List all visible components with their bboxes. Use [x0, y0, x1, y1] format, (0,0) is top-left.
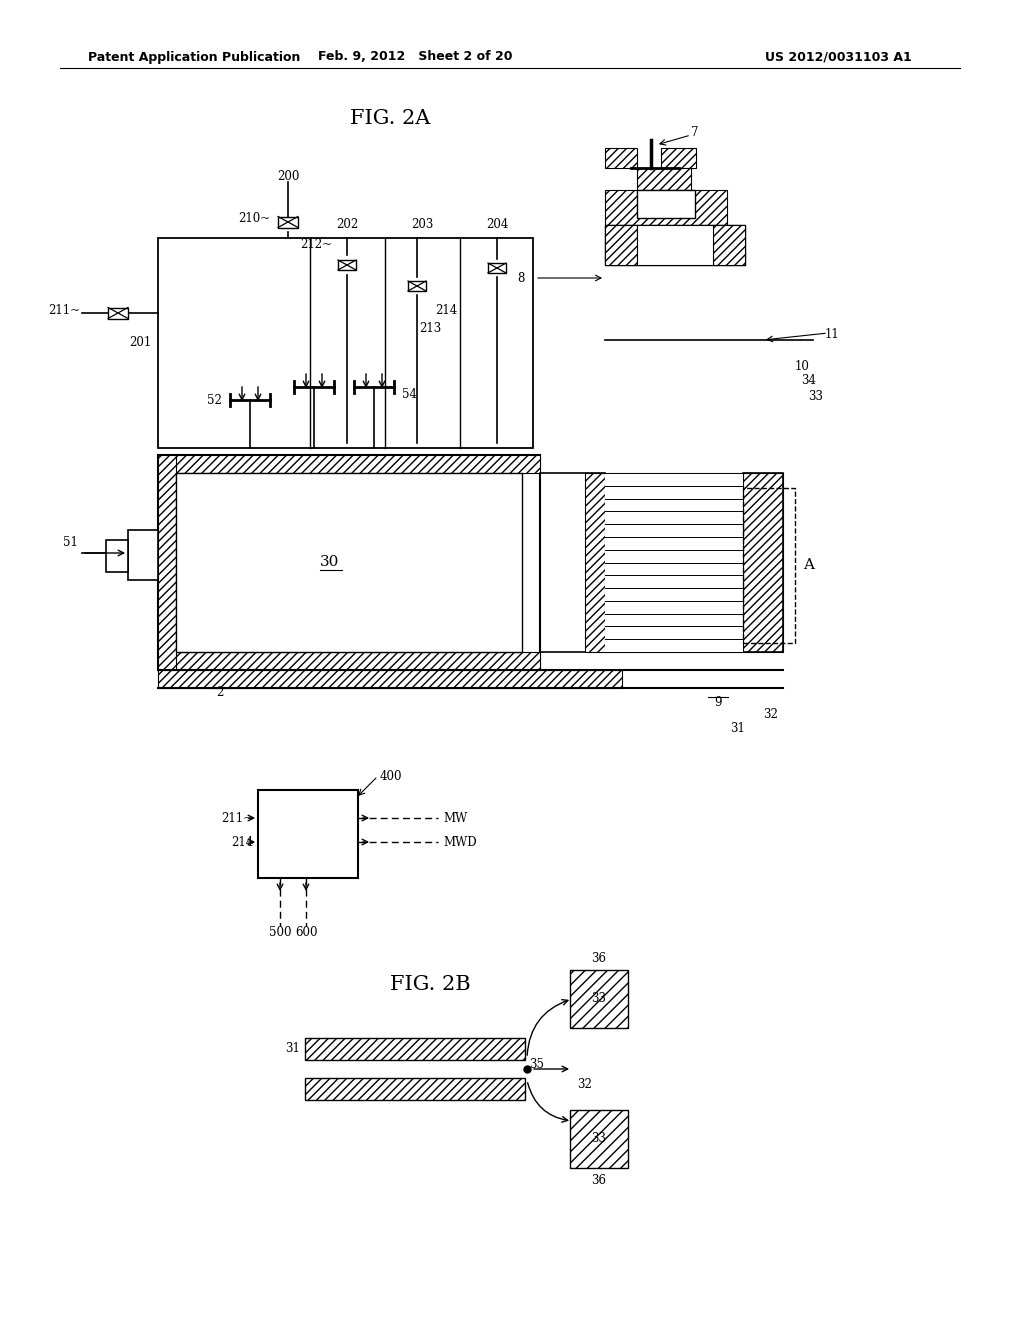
Bar [637, 224, 713, 265]
Text: 31: 31 [730, 722, 745, 734]
Text: MW: MW [443, 812, 467, 825]
Bar [605, 511, 743, 524]
Text: 213: 213 [419, 322, 441, 334]
Bar [106, 540, 128, 572]
Text: 36: 36 [592, 952, 606, 965]
Text: FIG. 2A: FIG. 2A [350, 108, 430, 128]
Bar [176, 473, 522, 652]
Text: 214: 214 [435, 305, 458, 318]
Bar [605, 473, 743, 486]
Text: 36: 36 [592, 1173, 606, 1187]
Text: 33: 33 [592, 1133, 606, 1146]
Text: 9: 9 [715, 696, 722, 709]
Bar [743, 473, 783, 652]
Text: 34: 34 [801, 374, 816, 387]
Bar [158, 455, 540, 473]
Text: A: A [803, 558, 814, 572]
Text: 2: 2 [216, 685, 223, 698]
Bar [713, 224, 745, 265]
Bar [585, 473, 605, 652]
Bar [605, 614, 743, 627]
Bar [158, 238, 534, 447]
Bar [605, 524, 743, 537]
Text: 51: 51 [63, 536, 78, 549]
Bar [258, 789, 358, 878]
Text: 52: 52 [207, 393, 222, 407]
Bar [408, 281, 426, 290]
Text: 32: 32 [577, 1077, 592, 1090]
Bar [605, 576, 743, 589]
Bar [743, 488, 795, 643]
Text: 7: 7 [691, 125, 698, 139]
Bar [488, 263, 506, 273]
Bar [637, 190, 695, 218]
Text: 33: 33 [592, 993, 606, 1006]
Text: FIG. 2B: FIG. 2B [390, 975, 470, 994]
Text: 31: 31 [285, 1043, 300, 1056]
Text: Patent Application Publication: Patent Application Publication [88, 50, 300, 63]
Bar [637, 168, 691, 190]
Text: 203: 203 [411, 219, 433, 231]
Bar [662, 148, 696, 168]
Bar [108, 308, 128, 318]
Text: 33: 33 [808, 389, 823, 403]
Bar [605, 537, 743, 549]
Text: Feb. 9, 2012   Sheet 2 of 20: Feb. 9, 2012 Sheet 2 of 20 [317, 50, 512, 63]
Text: 11: 11 [825, 327, 840, 341]
Bar [305, 1078, 525, 1100]
Bar [605, 224, 745, 265]
Bar [570, 1110, 628, 1168]
Bar [278, 216, 298, 227]
Bar [605, 601, 743, 614]
Text: 30: 30 [321, 554, 340, 569]
Text: 214: 214 [230, 836, 253, 849]
Bar [158, 652, 540, 671]
Bar [743, 473, 783, 652]
Text: 500: 500 [268, 927, 291, 940]
Text: 400: 400 [380, 770, 402, 783]
Bar [605, 562, 743, 576]
Text: 8: 8 [517, 272, 525, 285]
Bar [338, 260, 356, 271]
Text: 35: 35 [529, 1059, 544, 1071]
Text: 600: 600 [295, 927, 317, 940]
Text: US 2012/0031103 A1: US 2012/0031103 A1 [765, 50, 911, 63]
Bar [605, 627, 743, 639]
Bar [605, 639, 743, 652]
Text: 32: 32 [763, 709, 778, 722]
Text: 54: 54 [402, 388, 417, 401]
Bar [605, 486, 743, 499]
Bar [158, 455, 540, 671]
Text: 211~: 211~ [221, 812, 253, 825]
Text: 200: 200 [276, 169, 299, 182]
Text: MWD: MWD [443, 836, 476, 849]
Bar [305, 1038, 525, 1060]
Bar [128, 531, 158, 579]
Bar [605, 224, 637, 265]
Bar [158, 455, 176, 671]
Text: 211~: 211~ [48, 304, 80, 317]
Bar [158, 671, 622, 688]
Text: 212~: 212~ [300, 239, 332, 252]
Bar [570, 970, 628, 1028]
Text: 210~: 210~ [238, 211, 270, 224]
Text: 202: 202 [336, 219, 358, 231]
Text: 204: 204 [485, 219, 508, 231]
Bar [605, 589, 743, 601]
Text: 201: 201 [129, 337, 151, 350]
Text: 10: 10 [795, 359, 810, 372]
Bar [605, 148, 637, 168]
Bar [605, 499, 743, 511]
Bar [605, 190, 727, 224]
Bar [605, 549, 743, 562]
